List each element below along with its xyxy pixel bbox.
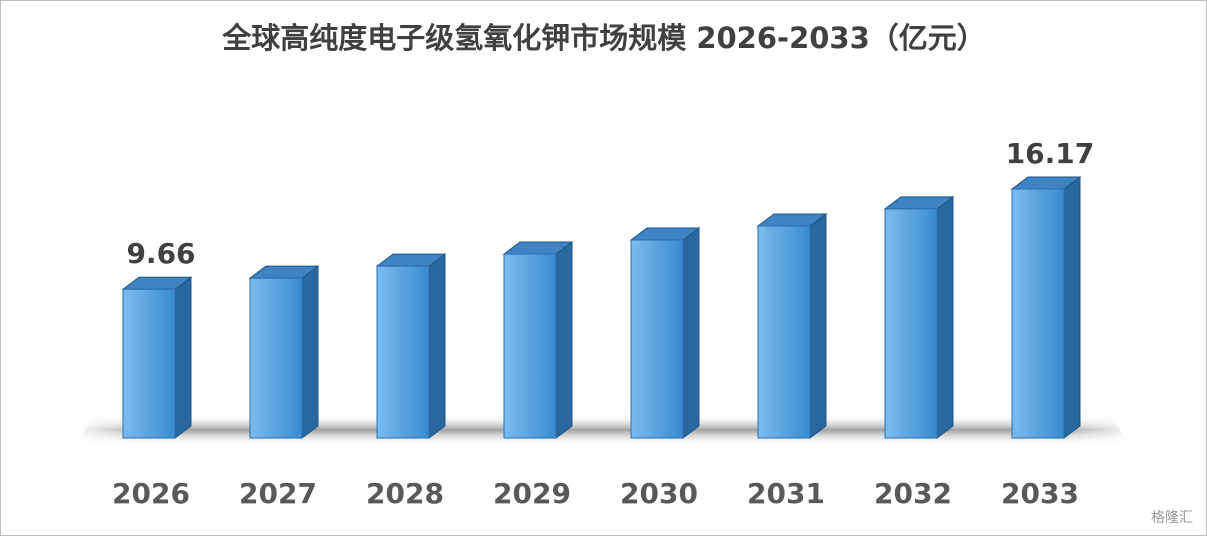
chart-title: 全球高纯度电子级氢氧化钾市场规模 2026-2033（亿元） (221, 21, 986, 55)
bar (757, 225, 811, 439)
bar-side (1063, 176, 1081, 439)
x-tick-label: 2028 (366, 477, 444, 510)
x-tick-label: 2030 (620, 477, 698, 510)
bar (122, 288, 176, 439)
bar (249, 277, 303, 439)
x-tick-label: 2031 (747, 477, 825, 510)
x-tick-label: 2027 (239, 477, 317, 510)
bar (1011, 188, 1065, 439)
bar (884, 208, 938, 439)
bar (376, 265, 430, 439)
bar-side (174, 276, 192, 439)
floor-fade (70, 410, 1140, 450)
x-tick-label: 2029 (493, 477, 571, 510)
x-tick-label: 2033 (1001, 477, 1079, 510)
bar-side (682, 226, 700, 439)
bar-side (555, 240, 573, 439)
bar (503, 253, 557, 439)
x-tick-label: 2032 (874, 477, 952, 510)
bar-side (936, 195, 954, 439)
data-label: 16.17 (1006, 137, 1095, 170)
x-tick-label: 2026 (112, 477, 190, 510)
bar-side (301, 265, 319, 439)
watermark: 格隆汇 (1151, 510, 1193, 526)
data-label: 9.66 (126, 237, 195, 270)
bar-side (809, 212, 827, 439)
bar (630, 239, 684, 439)
bar-side (428, 253, 446, 439)
